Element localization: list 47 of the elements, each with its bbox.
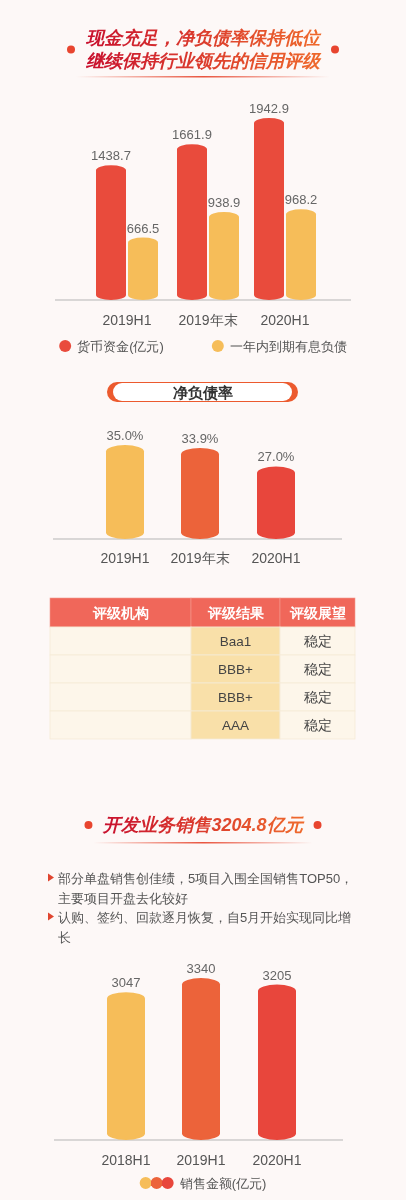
text: AAA [221, 718, 250, 733]
chart-subtitle: 继续保持行业领先的信用评级 [85, 51, 322, 71]
text: BBB+ [218, 662, 253, 677]
text: 稳定 [303, 718, 332, 733]
data-label: 3340 [186, 961, 216, 976]
legend-label: 销售金额(亿元) [178, 1175, 267, 1191]
chart-title: 开发业务销售3204.8亿元 [102, 815, 305, 835]
x-tick-label: 2019H1 [102, 312, 152, 328]
text: 部分单盘销售创佳绩，5项目入围全国销售TOP50，主要项目开盘去化较好 [58, 871, 354, 906]
bar [254, 118, 284, 300]
bar [177, 144, 207, 300]
data-label: 1942.9 [249, 101, 289, 116]
x-tick-label: 2018H1 [101, 1152, 151, 1168]
text: 认购、签约、回款逐月恢复，自5月开始实现同比增长 [58, 910, 352, 945]
text: 稳定 [303, 634, 332, 649]
bar [128, 237, 158, 300]
x-tick-label: 2020H1 [260, 312, 310, 328]
data-label: 33.9% [181, 430, 219, 446]
data-label: 3205 [262, 967, 292, 983]
bar [286, 209, 316, 300]
chart-title: 现金充足，净负债率保持低位 [85, 28, 322, 48]
category-label: 评级机构 [91, 605, 149, 621]
category-label: 评级结果 [206, 605, 265, 621]
text: Baa1 [219, 634, 252, 649]
bar [96, 165, 126, 300]
legend-label: 货币资金(亿元) [77, 338, 164, 354]
data-label: 3047 [111, 975, 141, 991]
text: 稳定 [303, 690, 332, 705]
data-label: 666.5 [126, 220, 160, 236]
data-label: 27.0% [257, 449, 295, 465]
chart-title: 净负债率 [173, 383, 233, 401]
x-tick-label: 2019年末 [170, 550, 230, 566]
x-tick-label: 2020H1 [251, 550, 301, 566]
text: BBB+ [218, 690, 253, 705]
data-label: 968.2 [284, 192, 318, 208]
category-label: 评级展望 [288, 604, 346, 621]
x-tick-label: 2019H1 [176, 1152, 226, 1168]
data-label: 1661.9 [172, 127, 212, 143]
text: 稳定 [303, 662, 332, 677]
bar [209, 212, 239, 300]
data-label: 1438.7 [91, 148, 131, 164]
data-label: 35.0% [106, 428, 144, 443]
x-tick-label: 2019H1 [100, 550, 150, 566]
legend-label: 一年内到期有息负债 [229, 338, 347, 354]
x-tick-label: 2020H1 [252, 1152, 302, 1168]
x-tick-label: 2019年末 [178, 312, 238, 328]
data-label: 938.9 [207, 195, 241, 211]
